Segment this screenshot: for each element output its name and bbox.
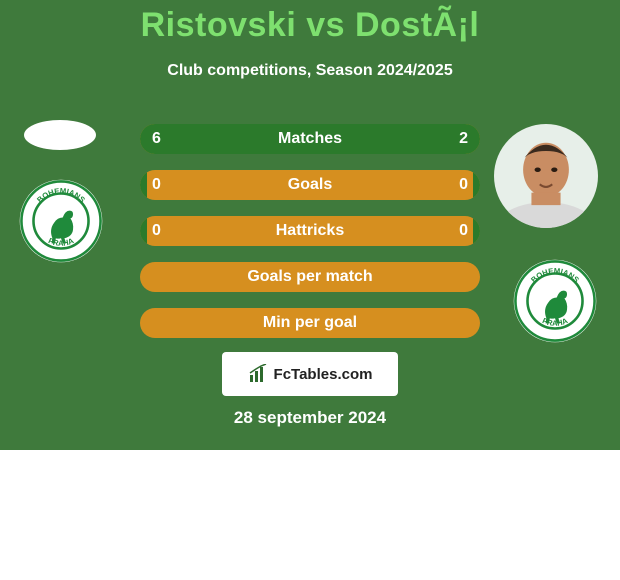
page-title: Ristovski vs DostÃ¡l [0,6,620,45]
stat-row: Hattricks0 0 [140,216,480,246]
date-footer: 28 september 2024 [0,408,620,428]
stat-left-value: 6 [152,124,161,154]
stat-left-value: 0 [152,216,161,246]
team-crest-left: BOHEMIANS PRAHA [18,178,104,264]
subtitle: Club competitions, Season 2024/2025 [0,62,620,80]
stat-bars: Matches62Goals00Hattricks00Goals per mat… [140,124,480,354]
stat-row: Goals per match [140,262,480,292]
stat-row: Min per goal [140,308,480,338]
comparison-card: Ristovski vs DostÃ¡l Club competitions, … [0,0,620,450]
stat-left-value: 0 [152,170,161,200]
stat-right-value: 0 [459,216,468,246]
player-right-avatar [494,124,598,228]
branding-text: FcTables.com [274,366,373,383]
stat-label: Goals per match [140,262,480,292]
stat-label: Goals [140,170,480,200]
stat-row: Goals0 0 [140,170,480,200]
stat-right-value: 0 [459,170,468,200]
stat-right-value: 2 [459,124,468,154]
stat-label: Min per goal [140,308,480,338]
stat-row: Matches6 2 [140,124,480,154]
branding-badge: FcTables.com [222,352,398,396]
stat-label: Hattricks [140,216,480,246]
team-crest-right: BOHEMIANS PRAHA [512,258,598,344]
player-left-avatar-placeholder [24,120,96,150]
stat-label: Matches [140,124,480,154]
bar-chart-icon [248,364,268,384]
